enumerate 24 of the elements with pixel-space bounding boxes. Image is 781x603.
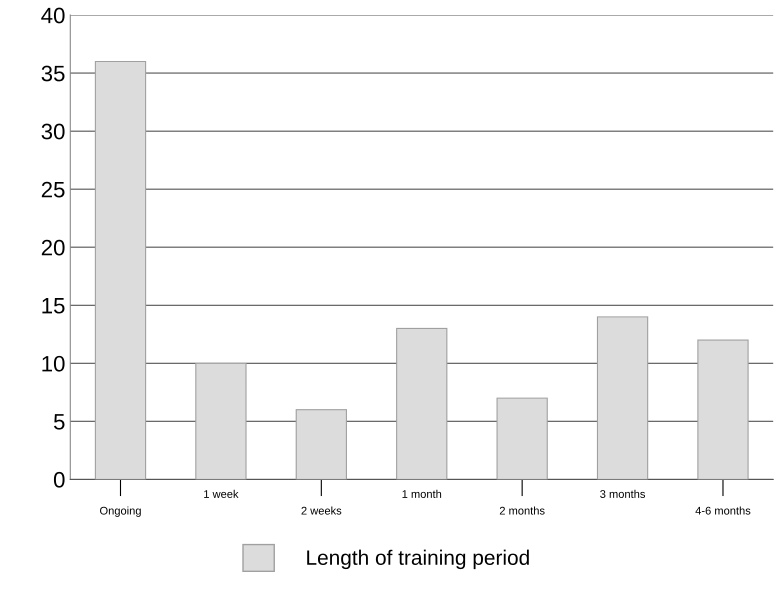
- x-tick-label: 2 weeks: [302, 506, 342, 515]
- legend-label: Length of training period: [307, 550, 529, 570]
- y-tick-label: 20: [42, 240, 65, 256]
- x-tick-label: 1 week: [204, 490, 239, 498]
- bar: [396, 328, 448, 480]
- x-tick-label: 1 month: [402, 490, 442, 498]
- bar: [596, 316, 648, 480]
- x-tick-label: 4-6 months: [695, 506, 750, 515]
- x-tick-label: 2 months: [500, 506, 545, 515]
- y-tick-label: 40: [41, 8, 65, 24]
- bar: [296, 409, 347, 480]
- bar: [496, 398, 548, 480]
- y-tick-label: 15: [42, 298, 64, 314]
- x-tick-label: 3 months: [600, 490, 646, 498]
- y-tick-label: 30: [42, 124, 65, 140]
- bar: [94, 60, 146, 480]
- y-tick-label: 10: [42, 356, 65, 372]
- x-tick-label: Ongoing: [100, 506, 141, 517]
- bar: [697, 340, 749, 480]
- y-tick-label: 0: [54, 472, 65, 488]
- y-tick-label: 35: [42, 66, 64, 82]
- y-tick-label: 5: [54, 414, 64, 430]
- bar: [195, 362, 247, 480]
- y-tick-label: 25: [42, 182, 64, 198]
